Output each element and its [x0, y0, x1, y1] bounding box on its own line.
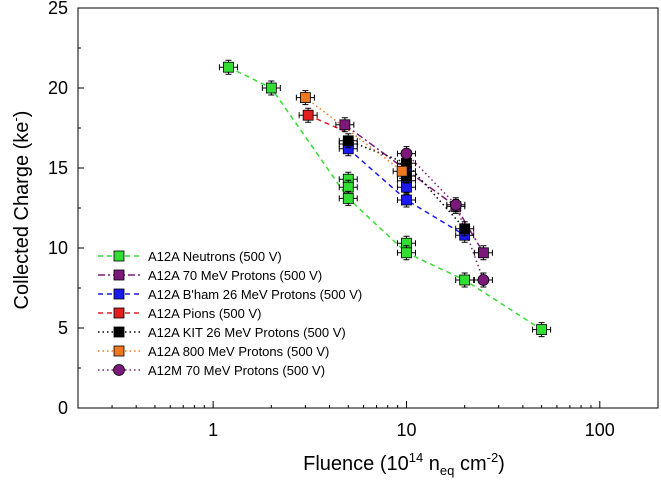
x-tick-label: 10	[396, 420, 416, 440]
legend-label: A12A 800 MeV Protons (500 V)	[148, 344, 329, 359]
legend-swatch-marker	[113, 364, 125, 376]
data-point	[339, 119, 351, 131]
data-point	[477, 274, 490, 286]
data-point	[459, 274, 471, 286]
y-tick-label: 25	[48, 0, 68, 18]
data-point	[396, 165, 408, 177]
legend-label: A12A Pions (500 V)	[148, 306, 261, 321]
data-point	[401, 194, 412, 206]
data-point	[478, 247, 489, 259]
legend-label: A12M 70 MeV Protons (500 V)	[148, 363, 325, 378]
data-point	[536, 324, 548, 336]
data-point	[342, 181, 354, 193]
data-point	[401, 181, 412, 193]
data-point	[342, 192, 354, 204]
series-line	[304, 97, 403, 172]
legend-label: A12A 70 MeV Protons (500 V)	[148, 268, 322, 283]
series-line	[405, 153, 485, 281]
data-point	[299, 92, 311, 103]
legend-swatch-marker	[113, 288, 125, 300]
y-tick-label: 10	[48, 238, 68, 258]
legend-swatch-marker	[113, 345, 125, 357]
y-tick-label: 0	[58, 398, 68, 418]
legend-label: A12A B'ham 26 MeV Protons (500 V)	[148, 287, 362, 302]
y-tick-label: 15	[48, 158, 68, 178]
legend: A12A Neutrons (500 V) A12A 70 MeV Protons…	[98, 249, 362, 378]
series-line	[307, 114, 346, 132]
data-point	[449, 198, 462, 211]
axes: 0 5 10 15 20 25 1 10 100	[48, 0, 659, 440]
data-point	[223, 61, 234, 73]
y-axis-title: Collected Charge (ke-)	[8, 111, 33, 310]
data-point	[459, 223, 471, 235]
legend-swatch-marker	[113, 326, 125, 338]
legend-swatch-marker	[113, 269, 125, 281]
y-tick-label: 20	[48, 78, 68, 98]
legend-label: A12A Neutrons (500 V)	[148, 249, 282, 264]
data-point	[302, 109, 314, 121]
data-point	[401, 247, 412, 259]
y-tick-label: 5	[58, 318, 68, 338]
x-tick-label: 1	[208, 420, 218, 440]
x-tick-label: 100	[585, 420, 615, 440]
data-point	[265, 82, 277, 94]
data-point	[342, 135, 354, 147]
x-axis-title: Fluence (1014 neq cm-2)	[303, 450, 505, 478]
legend-label: A12A KIT 26 MeV Protons (500 V)	[148, 325, 346, 340]
data-point	[400, 147, 413, 160]
legend-swatch-marker	[113, 307, 125, 319]
series-layer	[218, 59, 552, 338]
legend-swatch-marker	[113, 250, 125, 262]
series-line	[228, 66, 543, 331]
